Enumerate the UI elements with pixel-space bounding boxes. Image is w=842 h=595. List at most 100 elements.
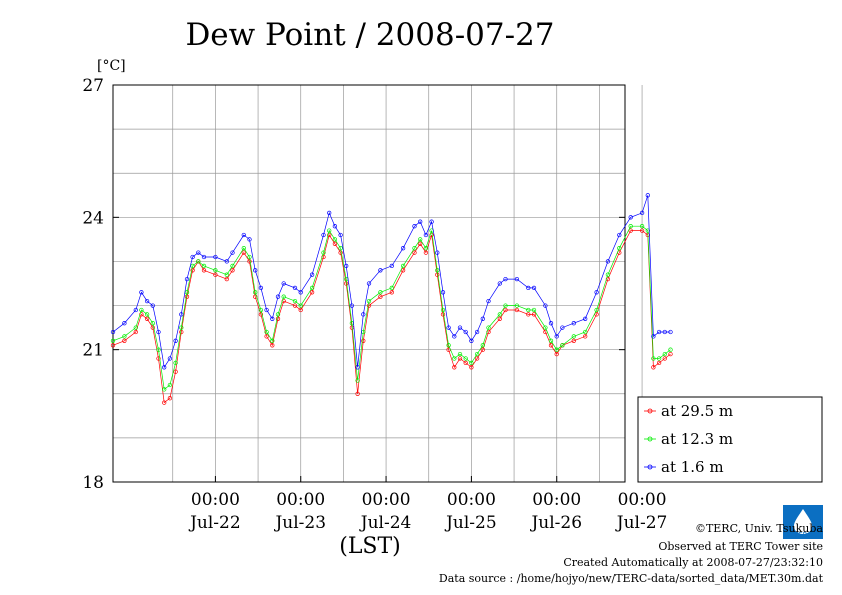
data-point	[241, 232, 246, 238]
data-point	[412, 246, 417, 251]
data-point	[400, 268, 406, 273]
data-point	[418, 237, 423, 242]
data-point	[486, 325, 491, 330]
data-point	[133, 329, 138, 335]
data-point	[497, 312, 502, 317]
data-point	[639, 228, 645, 233]
data-point	[247, 254, 252, 260]
data-point	[110, 329, 116, 335]
x-tick-date: Jul-23	[273, 513, 326, 533]
data-point	[628, 228, 633, 233]
data-point	[452, 365, 457, 370]
data-point	[275, 316, 281, 321]
data-point	[480, 347, 485, 352]
data-point	[514, 303, 520, 308]
data-point	[514, 307, 520, 313]
data-point	[309, 272, 315, 277]
data-point	[617, 246, 622, 251]
data-point	[247, 259, 252, 264]
data-point	[196, 259, 201, 264]
data-point	[378, 290, 383, 295]
data-point	[469, 360, 474, 366]
data-point	[275, 312, 281, 317]
data-point	[554, 347, 559, 352]
data-point	[503, 303, 508, 308]
data-point	[423, 232, 429, 238]
data-point	[594, 307, 599, 313]
data-point	[150, 325, 155, 330]
data-point	[469, 365, 474, 370]
credit-copyright: ©TERC, Univ. Tsukuba	[695, 522, 823, 535]
data-point	[139, 312, 144, 317]
data-point	[503, 276, 508, 282]
data-point	[656, 356, 662, 361]
data-point	[366, 303, 372, 308]
data-point	[332, 237, 338, 242]
data-point	[463, 356, 468, 361]
data-point	[583, 334, 588, 339]
data-point	[133, 307, 138, 313]
data-point	[662, 351, 667, 357]
x-tick-date: Jul-26	[529, 513, 582, 533]
data-point	[309, 285, 315, 291]
legend-label: at 12.3 m	[661, 430, 733, 448]
data-point	[122, 321, 127, 326]
data-point	[292, 298, 298, 304]
data-point	[662, 356, 667, 361]
x-tick-time: 00:00	[532, 490, 581, 510]
data-point	[253, 290, 258, 295]
data-point	[594, 290, 599, 295]
series-1	[110, 224, 673, 392]
data-point	[543, 303, 548, 308]
data-point	[651, 334, 656, 339]
data-point	[298, 303, 303, 308]
data-point	[201, 268, 207, 273]
data-point	[583, 316, 588, 321]
y-tick-label: 27	[82, 76, 104, 96]
data-point	[554, 351, 559, 357]
data-point	[474, 329, 480, 335]
data-point	[423, 250, 429, 255]
data-point	[213, 272, 218, 277]
data-point	[173, 369, 178, 374]
data-point	[605, 259, 611, 264]
data-point	[469, 338, 474, 343]
chart-title: Dew Point / 2008-07-27	[185, 17, 554, 53]
data-point	[201, 254, 207, 260]
data-point	[457, 356, 463, 361]
data-point	[457, 351, 463, 357]
data-point	[446, 343, 451, 348]
data-point	[526, 285, 531, 291]
data-point	[167, 382, 173, 388]
data-point	[122, 338, 127, 343]
series-layer	[110, 193, 673, 405]
data-point	[332, 241, 338, 246]
data-point	[253, 268, 258, 273]
data-point	[258, 285, 264, 291]
data-point	[110, 343, 116, 348]
data-point	[162, 387, 167, 392]
data-point	[418, 219, 423, 224]
data-point	[213, 254, 218, 260]
y-tick-label: 24	[82, 208, 104, 228]
data-point	[486, 329, 491, 335]
data-point	[190, 268, 195, 273]
data-point	[162, 400, 167, 405]
data-point	[327, 210, 332, 216]
data-point	[213, 268, 218, 273]
x-tick-time: 00:00	[362, 490, 411, 510]
data-point	[332, 224, 338, 229]
data-point	[173, 338, 178, 343]
legend: at 29.5 m at 12.3 m at 1.6 m	[637, 396, 823, 483]
data-point	[429, 219, 434, 224]
data-point	[150, 321, 155, 326]
data-point	[463, 360, 468, 366]
data-point	[639, 210, 645, 216]
data-point	[321, 232, 326, 238]
data-point	[452, 334, 457, 339]
data-point	[651, 365, 656, 370]
x-tick-date: Jul-24	[359, 513, 412, 533]
data-point	[281, 298, 286, 304]
terc-logo: TERC	[783, 505, 823, 539]
data-point	[355, 391, 360, 396]
